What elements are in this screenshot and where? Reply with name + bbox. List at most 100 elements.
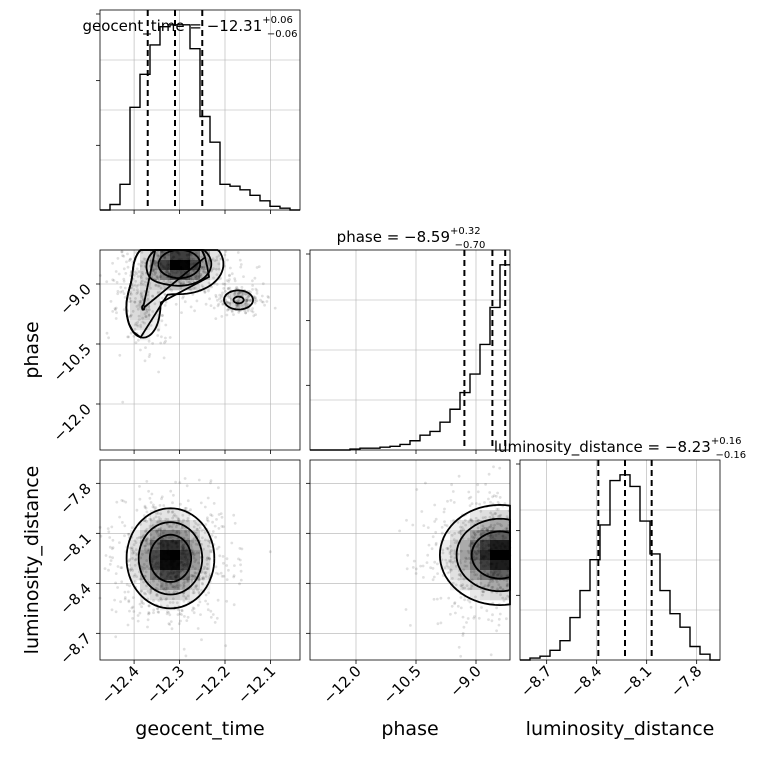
scatter-point [167,548,170,552]
scatter-point [165,268,169,272]
scatter-point [469,495,473,499]
scatter-point [165,559,169,563]
scatter-point [156,531,159,535]
scatter-point [189,287,193,291]
scatter-point [161,557,165,560]
scatter-point [492,494,496,498]
scatter-point [144,544,147,548]
scatter-point [491,613,494,617]
scatter-point [128,300,132,303]
scatter-point [164,540,168,543]
scatter-point [129,299,133,303]
scatter-point [504,597,508,601]
scatter-point [456,552,460,556]
scatter-point [177,252,181,256]
density-cell [500,570,511,581]
scatter-point [165,575,169,579]
scatter-point [129,314,133,318]
scatter-point [468,600,472,604]
scatter-point [136,619,140,623]
scatter-point [489,565,493,569]
scatter-point [479,574,483,578]
scatter-point [186,576,190,580]
scatter-point [151,310,155,313]
scatter-point [470,540,473,544]
scatter-point [215,616,219,620]
scatter-point [200,528,204,532]
scatter-point [147,612,150,616]
scatter-point [170,265,174,268]
scatter-point [462,568,466,572]
scatter-point [165,583,168,587]
density-cell [450,520,461,531]
density-cell [450,530,461,541]
scatter-point [156,562,160,566]
scatter-point [489,653,493,657]
scatter-point [193,286,197,290]
scatter-point [162,587,165,591]
scatter-point [217,545,221,549]
scatter-point [473,558,476,562]
scatter-point [171,560,174,564]
scatter-point [202,576,205,580]
scatter-point [146,551,150,555]
density-cell [130,280,141,291]
scatter-point [156,594,159,597]
scatter-point [167,263,171,267]
scatter-point [157,527,161,531]
scatter-point [461,583,465,586]
scatter-point [149,542,152,546]
scatter-point [166,544,170,548]
scatter-point [448,570,452,574]
scatter-point [134,557,138,561]
scatter-point [123,286,127,290]
scatter-point [206,556,210,560]
scatter-point [255,266,259,269]
scatter-point [162,544,165,548]
scatter-point [463,560,467,563]
scatter-point [492,465,495,469]
scatter-point [227,568,230,572]
density-cell [150,270,161,281]
scatter-point [457,531,461,534]
scatter-point [151,560,154,563]
scatter-point [470,518,473,522]
scatter-point [195,278,199,281]
scatter-point [422,524,426,527]
density-cell [490,520,501,531]
scatter-point [185,484,189,488]
scatter-point [498,568,501,572]
scatter-point [480,556,483,560]
scatter-point [179,556,183,559]
density-cell [490,550,501,561]
scatter-point [118,353,122,357]
scatter-point [221,302,225,305]
scatter-point [140,599,144,603]
scatter-point [485,540,489,543]
xlabel-geocent-time: geocent_time [135,718,264,740]
scatter-point [487,548,491,552]
scatter-point [249,299,252,302]
scatter-point [489,562,493,566]
scatter-point [495,561,499,565]
density-cell [170,580,181,591]
scatter-point [171,501,174,505]
contour-line [148,533,192,583]
scatter-point [190,257,194,261]
scatter-point [145,277,149,280]
scatter-point [180,553,184,556]
scatter-point [147,355,151,358]
scatter-point [163,267,167,270]
scatter-point [133,558,137,562]
scatter-point [154,567,158,571]
scatter-point [107,336,110,340]
density-cell [130,310,141,321]
scatter-point [216,598,220,602]
scatter-point [492,526,496,530]
scatter-point [171,510,175,514]
density-cell [170,510,181,521]
scatter-point [111,278,115,282]
scatter-point [454,559,457,563]
scatter-point [233,521,237,525]
density-cell [170,560,181,571]
